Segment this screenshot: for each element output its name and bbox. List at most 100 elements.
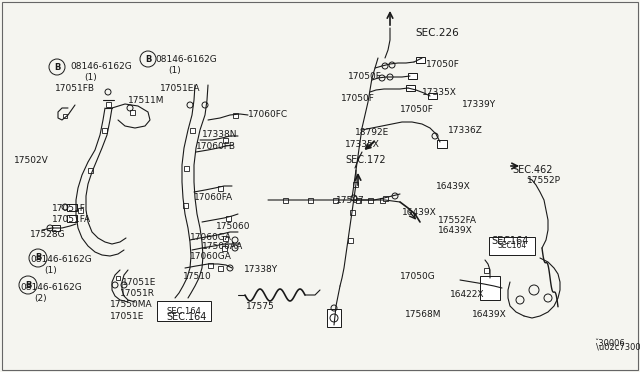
Bar <box>225 215 230 221</box>
Text: ˇ30006: ˇ30006 <box>595 339 625 348</box>
Text: 17060GA: 17060GA <box>190 252 232 261</box>
Bar <box>349 209 355 215</box>
Text: SEC.172: SEC.172 <box>345 155 386 165</box>
Text: 17051FB: 17051FB <box>55 84 95 93</box>
Bar <box>408 73 417 79</box>
Text: 17335X: 17335X <box>422 88 457 97</box>
Bar <box>189 128 195 132</box>
Text: (1): (1) <box>84 73 97 82</box>
Text: B: B <box>145 55 151 64</box>
Text: 16439X: 16439X <box>402 208 436 217</box>
FancyBboxPatch shape <box>157 301 211 321</box>
Text: 17050F: 17050F <box>426 60 460 69</box>
Bar <box>218 186 223 190</box>
Bar <box>116 276 120 280</box>
Text: \u02c730006: \u02c730006 <box>596 342 640 351</box>
Bar <box>480 276 500 300</box>
Text: 17336Z: 17336Z <box>448 126 483 135</box>
Text: (1): (1) <box>44 266 57 275</box>
Bar <box>437 140 447 148</box>
Text: 17050F: 17050F <box>400 105 434 114</box>
Bar <box>223 235 227 241</box>
Text: 17051EA: 17051EA <box>160 84 200 93</box>
Text: 17552P: 17552P <box>527 176 561 185</box>
Text: SEC164: SEC164 <box>497 241 527 250</box>
Bar <box>415 57 424 63</box>
Text: 17502V: 17502V <box>14 156 49 165</box>
Bar <box>77 208 83 212</box>
Bar <box>182 202 188 208</box>
Bar <box>221 246 227 250</box>
Text: B: B <box>54 62 60 71</box>
Bar <box>367 198 372 202</box>
Text: 17575: 17575 <box>246 302 275 311</box>
Bar <box>333 198 337 202</box>
Text: 17507: 17507 <box>336 196 365 205</box>
Bar <box>383 196 387 201</box>
Bar <box>380 198 385 202</box>
Text: 08146-6162G: 08146-6162G <box>70 62 132 71</box>
Text: SEC.462: SEC.462 <box>512 165 552 175</box>
Bar <box>355 198 360 202</box>
Text: 16439X: 16439X <box>436 182 471 191</box>
Text: SEC.164: SEC.164 <box>166 312 206 322</box>
FancyBboxPatch shape <box>489 237 535 255</box>
Text: 17552FA: 17552FA <box>438 216 477 225</box>
Bar <box>348 237 353 243</box>
Text: 17060FC: 17060FC <box>248 110 288 119</box>
Bar <box>52 225 60 231</box>
Text: 16422X: 16422X <box>450 290 484 299</box>
Bar <box>327 309 341 327</box>
Bar <box>406 85 415 91</box>
Text: 17568M: 17568M <box>405 310 442 319</box>
Text: 17051E: 17051E <box>122 278 156 287</box>
Text: SEC164: SEC164 <box>491 236 529 246</box>
Bar <box>63 114 67 118</box>
Text: 17528G: 17528G <box>30 230 66 239</box>
Text: 17511M: 17511M <box>128 96 164 105</box>
Text: 17335X: 17335X <box>345 140 380 149</box>
Text: 17060FA: 17060FA <box>194 193 233 202</box>
Text: (1): (1) <box>168 66 180 75</box>
Text: SEC.164: SEC.164 <box>166 307 202 315</box>
Text: B: B <box>25 280 31 289</box>
Text: 17050G: 17050G <box>400 272 436 281</box>
Text: B: B <box>35 253 41 263</box>
Text: 17338N: 17338N <box>202 130 237 139</box>
Bar <box>282 198 287 202</box>
Text: 16439X: 16439X <box>472 310 507 319</box>
Text: 17339Y: 17339Y <box>462 100 496 109</box>
Bar <box>232 112 237 118</box>
Bar <box>102 128 106 132</box>
Bar <box>307 198 312 202</box>
Text: 08146-6162G: 08146-6162G <box>20 283 82 292</box>
Text: 17050F: 17050F <box>341 94 375 103</box>
Text: 17510: 17510 <box>183 272 212 281</box>
Bar <box>129 109 134 115</box>
Text: 08146-6162G: 08146-6162G <box>30 255 92 264</box>
Text: 18792E: 18792E <box>355 128 389 137</box>
Text: 17506AA: 17506AA <box>202 242 243 251</box>
Text: 17338Y: 17338Y <box>244 265 278 274</box>
Text: 17060GA: 17060GA <box>190 233 232 242</box>
Bar <box>353 182 358 186</box>
Text: 17051FA: 17051FA <box>52 215 91 224</box>
Bar <box>67 203 77 211</box>
Bar <box>184 166 189 170</box>
Bar <box>428 93 436 99</box>
Text: 17051R: 17051R <box>120 289 155 298</box>
Bar <box>483 267 488 273</box>
Text: (2): (2) <box>34 294 47 303</box>
Text: 17051F: 17051F <box>52 204 86 213</box>
Text: 17050F: 17050F <box>348 72 382 81</box>
Text: 175060: 175060 <box>216 222 250 231</box>
Bar <box>218 266 223 270</box>
Text: 17060FB: 17060FB <box>196 142 236 151</box>
Text: 17051E: 17051E <box>110 312 145 321</box>
Bar <box>67 215 77 221</box>
Text: 08146-6162G: 08146-6162G <box>155 55 217 64</box>
Text: SEC.226: SEC.226 <box>415 28 459 38</box>
Bar <box>106 102 111 106</box>
Text: 17550MA: 17550MA <box>110 300 152 309</box>
Text: 16439X: 16439X <box>438 226 473 235</box>
